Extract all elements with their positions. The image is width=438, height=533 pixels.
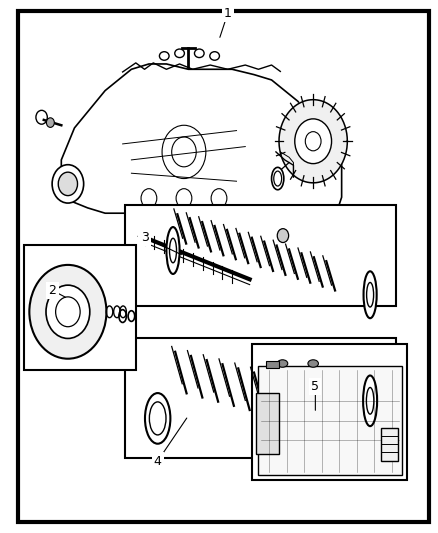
Bar — [252, 344, 407, 480]
Circle shape — [29, 265, 106, 359]
Bar — [266, 361, 279, 368]
Circle shape — [295, 119, 332, 164]
Text: 2: 2 — [49, 284, 57, 297]
Polygon shape — [61, 64, 342, 245]
Ellipse shape — [272, 167, 284, 190]
Circle shape — [277, 229, 289, 243]
Ellipse shape — [308, 360, 318, 367]
Bar — [381, 428, 398, 461]
Circle shape — [46, 285, 90, 338]
Polygon shape — [279, 100, 347, 183]
Text: 4: 4 — [154, 455, 162, 467]
Ellipse shape — [145, 393, 170, 443]
Ellipse shape — [363, 375, 377, 426]
Text: 3: 3 — [141, 231, 148, 244]
Circle shape — [46, 118, 54, 127]
Text: 5: 5 — [311, 380, 319, 393]
Bar — [258, 366, 402, 475]
Text: 1: 1 — [224, 7, 232, 20]
Bar — [125, 338, 396, 458]
Ellipse shape — [277, 360, 288, 367]
Ellipse shape — [364, 271, 377, 318]
Bar — [125, 205, 396, 306]
Circle shape — [52, 165, 84, 203]
Circle shape — [58, 172, 78, 196]
Bar — [24, 245, 136, 370]
Ellipse shape — [166, 227, 180, 274]
Bar — [256, 393, 279, 454]
